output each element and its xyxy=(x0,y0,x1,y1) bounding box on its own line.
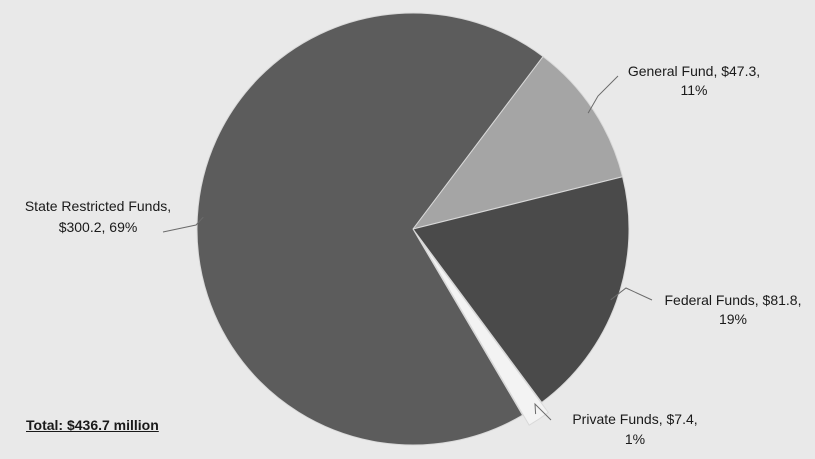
slice-label-general-fund-line1: General Fund, $47.3, xyxy=(628,63,760,79)
slice-label-private-funds-line1: Private Funds, $7.4, xyxy=(572,411,697,427)
pie-slice-general-fund xyxy=(411,55,624,230)
leader-line-state-restricted-funds xyxy=(162,216,204,233)
slice-label-federal-funds-line1: Federal Funds, $81.8, xyxy=(665,292,802,308)
leaders-layer xyxy=(162,75,653,421)
slice-label-general-fund-line2: 11% xyxy=(681,82,708,98)
slice-label-state-restricted-funds-line2: $300.2, 69% xyxy=(59,219,138,235)
leader-line-general-fund xyxy=(587,75,619,114)
slice-label-state-restricted-funds-line1: State Restricted Funds, xyxy=(25,198,171,214)
total-label: Total: $436.7 million xyxy=(26,417,159,433)
leader-line-private-funds xyxy=(534,402,552,421)
slice-label-federal-funds-line2: 19% xyxy=(719,311,747,327)
pie-slice-state-restricted-funds xyxy=(196,12,544,446)
pie-slice-federal-funds xyxy=(412,176,630,404)
labels-layer: General Fund, $47.3, 11% Federal Funds, … xyxy=(25,63,802,447)
leader-line-federal-funds xyxy=(610,287,653,301)
pie-slice-private-funds xyxy=(419,238,550,426)
slices-layer xyxy=(196,12,630,446)
slice-label-private-funds-line2: 1% xyxy=(625,431,645,447)
